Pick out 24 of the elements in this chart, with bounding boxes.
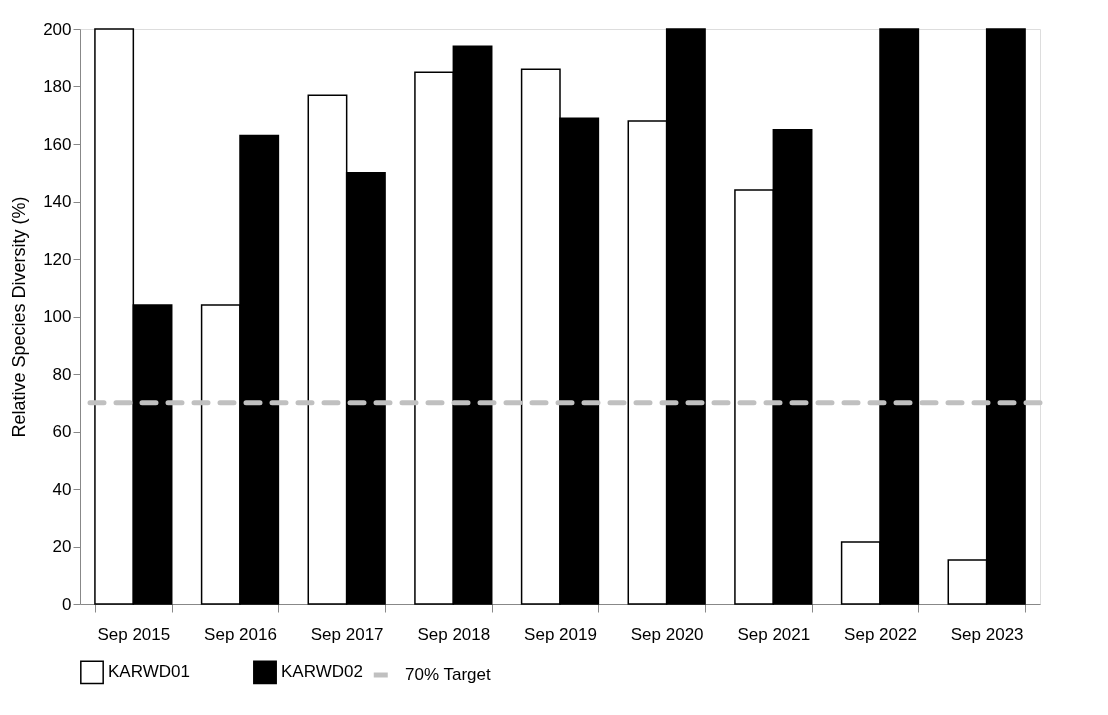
x-tick-label: Sep 2021 xyxy=(737,624,811,644)
x-tick-label: Sep 2023 xyxy=(950,624,1024,644)
y-tick-label: 140 xyxy=(43,192,72,211)
y-tick-label: 0 xyxy=(62,594,72,614)
x-tick-label: Sep 2020 xyxy=(630,624,704,644)
legend-label: KARWD01 xyxy=(108,662,190,682)
y-tick-label: 200 xyxy=(43,19,72,39)
x-tick-label: Sep 2017 xyxy=(310,624,384,644)
y-tick-label: 180 xyxy=(43,77,72,96)
x-tick-label: Sep 2019 xyxy=(524,624,597,644)
x-tick-label: Sep 2018 xyxy=(417,624,491,644)
x-tick-label: Sep 2015 xyxy=(97,624,171,644)
y-tick-label: 120 xyxy=(43,249,72,269)
x-tick-label: Sep 2016 xyxy=(204,624,277,644)
legend-label: KARWD02 xyxy=(281,662,363,682)
y-axis-title: Relative Species Diversity (%) xyxy=(9,196,30,438)
y-tick-label: 40 xyxy=(52,479,72,499)
y-tick-label: 20 xyxy=(52,537,72,556)
y-tick-label: 80 xyxy=(52,364,72,384)
x-tick-label: Sep 2022 xyxy=(844,624,917,644)
y-tick-label: 100 xyxy=(43,307,72,326)
y-tick-label: 60 xyxy=(52,422,72,441)
y-tick-label: 160 xyxy=(43,134,72,154)
legend-label: 70% Target xyxy=(405,665,491,684)
